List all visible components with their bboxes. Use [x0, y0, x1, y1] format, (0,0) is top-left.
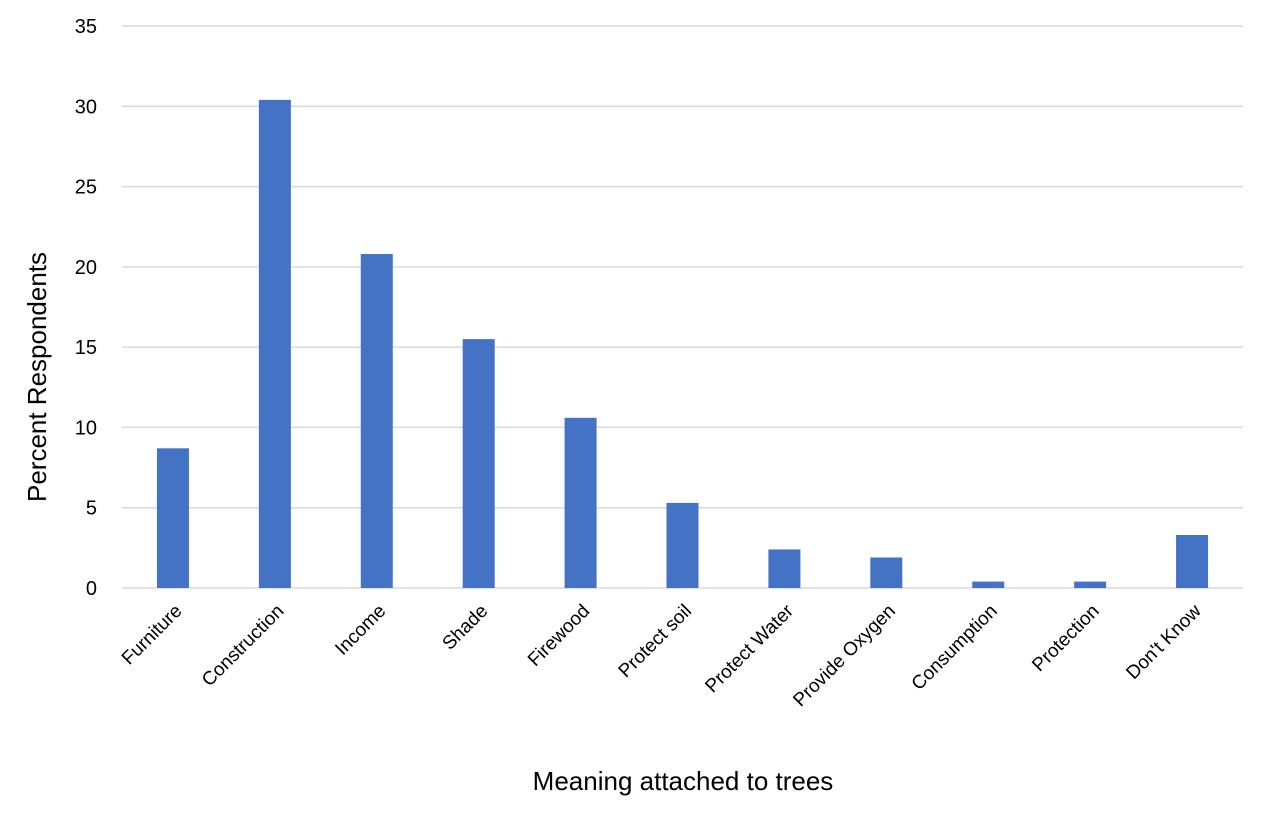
y-tick-label: 0	[86, 578, 97, 600]
x-category-label: Protect soil	[615, 601, 696, 682]
x-category-label: Income	[331, 601, 390, 660]
bar	[156, 448, 189, 588]
bar	[870, 557, 903, 588]
bar	[1074, 581, 1107, 588]
y-tick-label: 25	[75, 177, 97, 199]
y-tick-label: 30	[75, 96, 97, 118]
bar-series	[156, 99, 1209, 589]
x-category-label: Protect Water	[701, 600, 798, 697]
x-category-label: Don't Know	[1122, 600, 1205, 683]
y-tick-label: 10	[75, 417, 97, 439]
y-tick-label: 35	[75, 16, 97, 38]
y-axis-tick-labels: 0 5 10 15 20 25 30 35	[75, 16, 97, 600]
bar	[258, 99, 291, 588]
x-category-label: Firewood	[524, 601, 594, 671]
bar	[1176, 535, 1209, 588]
y-tick-label: 15	[75, 337, 97, 359]
y-axis-title: Percent Respondents	[22, 252, 52, 502]
x-axis-title: Meaning attached to trees	[533, 766, 834, 796]
bar	[564, 417, 597, 588]
x-category-label: Consumption	[908, 601, 1002, 695]
y-tick-label: 5	[86, 498, 97, 520]
bar	[768, 549, 801, 588]
gridlines	[122, 25, 1243, 589]
bar	[462, 339, 495, 588]
x-category-label: Protection	[1028, 601, 1103, 676]
bar	[666, 502, 699, 588]
y-tick-label: 20	[75, 257, 97, 279]
x-category-label: Construction	[198, 601, 288, 691]
bar	[360, 254, 393, 589]
x-category-label: Provide Oxygen	[789, 601, 899, 711]
x-axis-category-labels: Furniture Construction Income Shade Firewood…	[118, 600, 1206, 711]
bar	[972, 581, 1005, 588]
x-category-label: Furniture	[118, 601, 187, 670]
x-category-label: Shade	[439, 601, 493, 655]
